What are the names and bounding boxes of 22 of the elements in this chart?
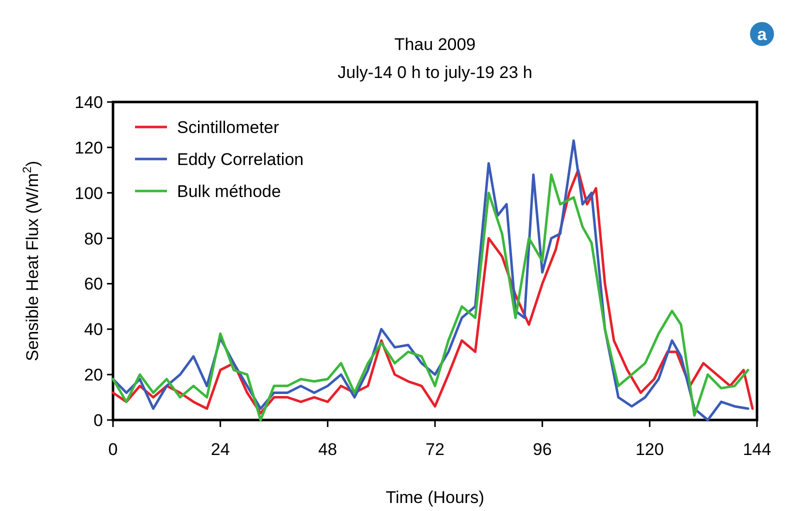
x-tick-label: 144 bbox=[742, 440, 772, 459]
x-tick-label: 48 bbox=[318, 440, 338, 459]
x-tick-label: 96 bbox=[532, 440, 552, 459]
y-tick-label: 0 bbox=[94, 411, 103, 430]
x-tick-label: 24 bbox=[210, 440, 230, 459]
x-tick-label: 72 bbox=[426, 440, 444, 459]
chart-title: Thau 2009 bbox=[394, 35, 476, 54]
y-tick-label: 140 bbox=[74, 93, 103, 112]
y-tick-label: 60 bbox=[84, 274, 103, 294]
legend-label: Bulk méthode bbox=[177, 182, 281, 201]
y-tick-label: 20 bbox=[84, 366, 103, 385]
y-tick-label: 100 bbox=[74, 184, 103, 203]
y-tick-label: 40 bbox=[84, 320, 103, 340]
y-tick-label: 120 bbox=[74, 138, 103, 158]
x-axis-title: Time (Hours) bbox=[386, 488, 484, 507]
x-tick-label: 120 bbox=[635, 440, 664, 459]
text: a bbox=[757, 25, 768, 44]
x-tick-label: 0 bbox=[108, 440, 118, 459]
legend-label: Eddy Correlation bbox=[177, 150, 304, 169]
chart-subtitle: July-14 0 h to july-19 23 h bbox=[338, 63, 532, 82]
legend-label: Scintillometer bbox=[177, 118, 280, 137]
y-tick-label: 80 bbox=[84, 229, 103, 248]
